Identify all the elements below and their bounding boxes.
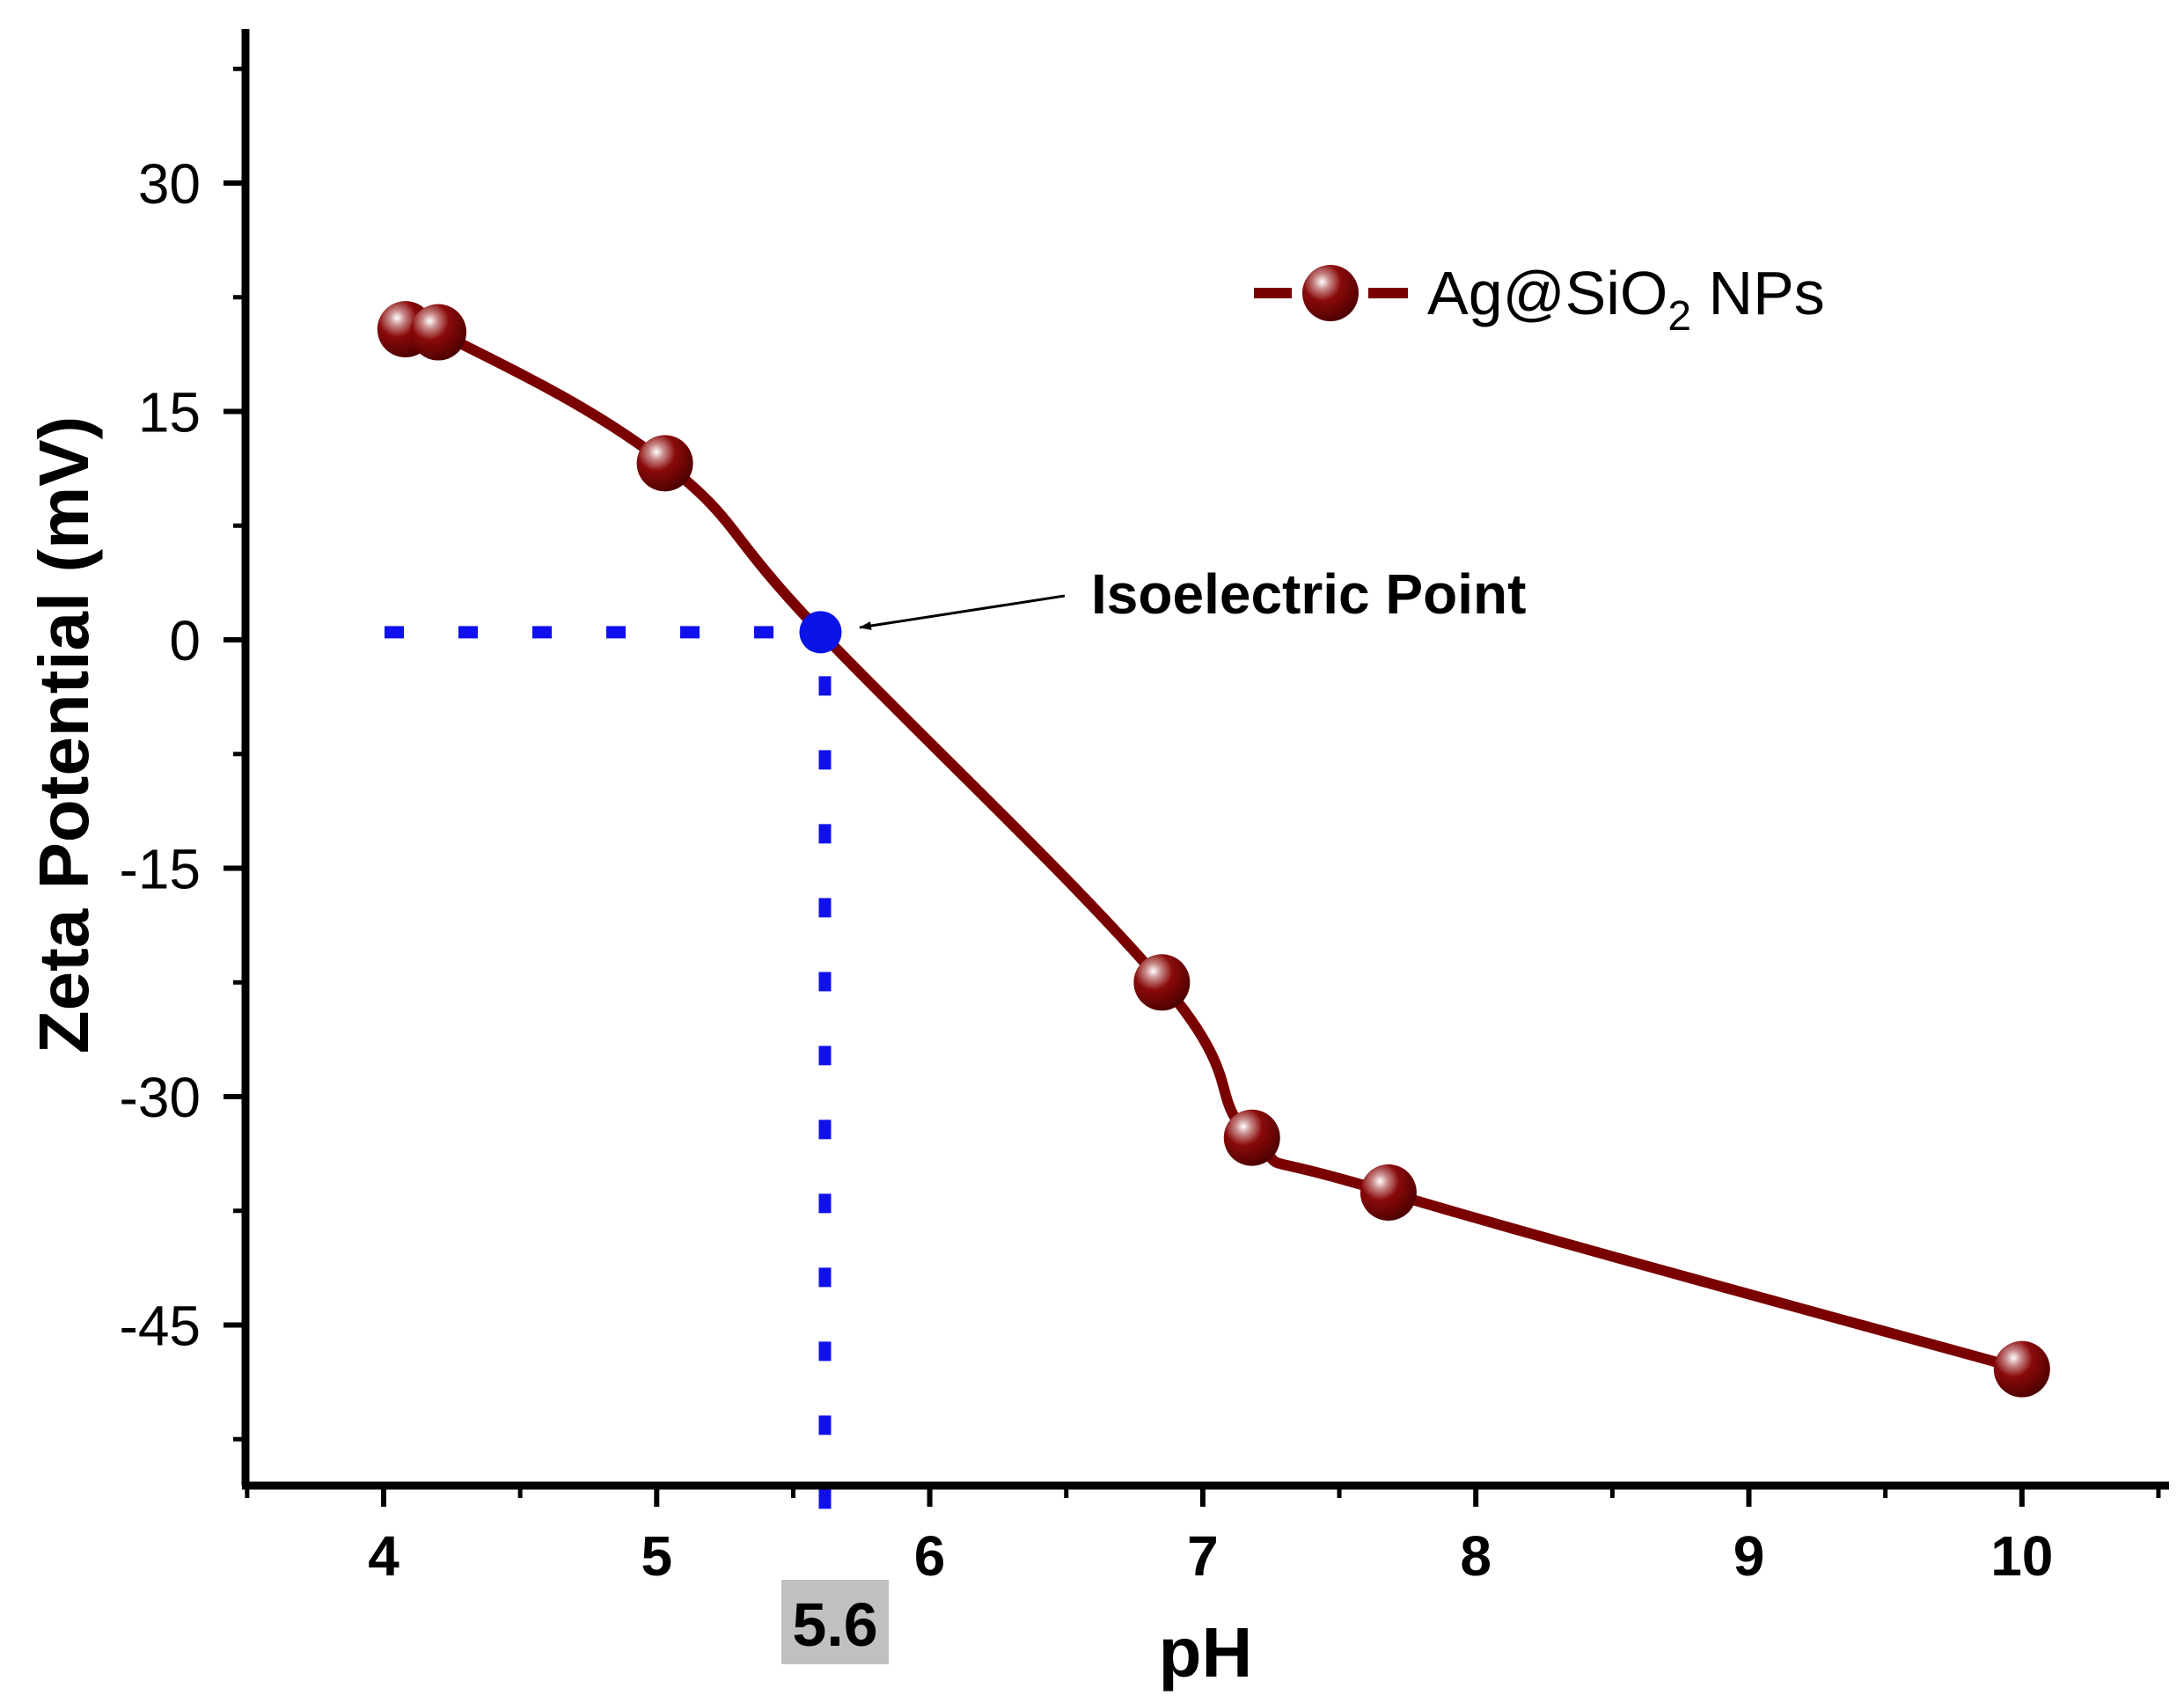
data-point (410, 304, 467, 361)
legend-label: Ag@SiO2 NPs (1427, 259, 1825, 340)
data-point (1133, 954, 1191, 1011)
y-axis-title: Zeta Potential (mV) (25, 416, 103, 1054)
legend: Ag@SiO2 NPs (1254, 259, 1825, 340)
isoelectric-point-label: Isoelectric Point (1091, 562, 1526, 626)
isoelectric-annotation: 5.6 Isoelectric Point (781, 562, 1526, 1664)
y-tick-label: -15 (120, 838, 202, 901)
y-tick-label: -45 (120, 1295, 202, 1358)
x-tick-label: 8 (1460, 1524, 1491, 1588)
data-point (1993, 1340, 2050, 1398)
y-tick-label: 0 (169, 609, 201, 672)
x-tick-label: 9 (1733, 1524, 1765, 1588)
x-axis-title: pH (1159, 1613, 1253, 1692)
axes (241, 29, 2169, 1490)
legend-label-main: Ag@SiO (1427, 259, 1667, 327)
series-line (399, 314, 2024, 1375)
x-tick-label: 4 (368, 1524, 399, 1588)
x-tick-label: 5 (641, 1524, 673, 1588)
x-tick-label: 6 (914, 1524, 946, 1588)
y-tick-label: -30 (120, 1066, 202, 1129)
x-tick-label: 7 (1187, 1524, 1219, 1588)
legend-label-subscript: 2 (1667, 293, 1691, 340)
legend-marker (1302, 265, 1359, 321)
isoelectric-arrow (859, 594, 1066, 630)
y-tick-label: 30 (138, 152, 201, 216)
isoelectric-x-label-bg (781, 1580, 889, 1664)
y-ticks: 30 15 0 -15 -30 -45 (120, 66, 246, 1442)
isoelectric-guides (385, 626, 832, 1549)
data-point (1360, 1163, 1417, 1221)
isoelectric-point-marker (799, 611, 842, 654)
series-layer (377, 301, 2050, 1398)
isoelectric-x-label: 5.6 (792, 1590, 877, 1659)
legend-label-tail: NPs (1691, 259, 1825, 327)
x-tick-label: 10 (1990, 1524, 2053, 1588)
x-ticks: 4 5 6 7 8 9 10 (245, 1486, 2161, 1588)
data-point (1223, 1109, 1280, 1166)
data-point (636, 435, 693, 492)
y-tick-label: 15 (138, 381, 201, 444)
